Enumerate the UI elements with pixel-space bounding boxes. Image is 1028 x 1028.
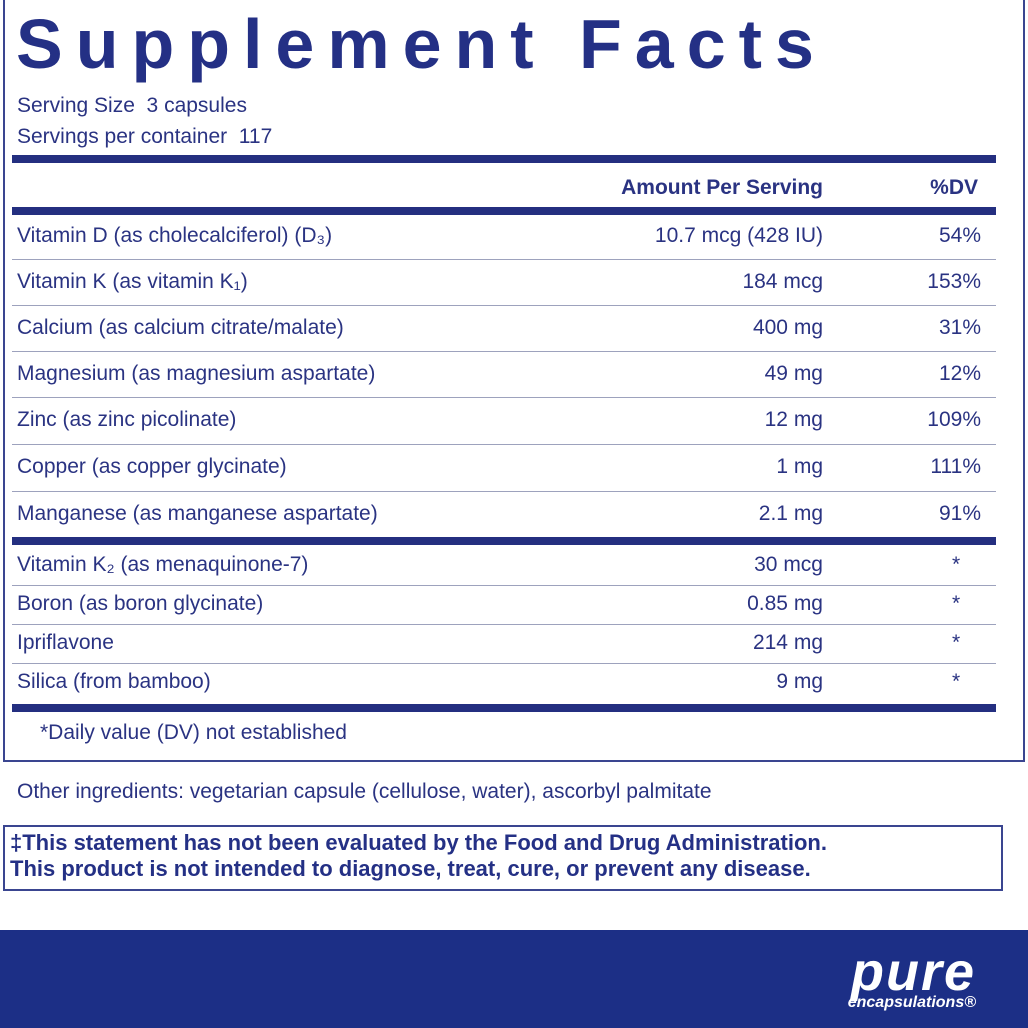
amount: 0.85 mg bbox=[747, 592, 823, 615]
daily-value: 12% bbox=[938, 362, 981, 385]
daily-value: * bbox=[952, 592, 961, 615]
amount: 12 mg bbox=[764, 408, 823, 431]
daily-value: 111% bbox=[930, 455, 981, 478]
nutrient-name: Calcium (as calcium citrate/malate) bbox=[17, 316, 344, 339]
divider bbox=[12, 704, 996, 712]
logo-brand: pure bbox=[850, 942, 976, 1002]
daily-value: 31% bbox=[938, 316, 981, 339]
amount: 400 mg bbox=[752, 316, 823, 339]
amount: 2.1 mg bbox=[758, 502, 823, 525]
row-separator bbox=[12, 491, 996, 492]
amount: 49 mg bbox=[764, 362, 823, 385]
daily-value: 54% bbox=[938, 224, 981, 247]
daily-value: 109% bbox=[927, 408, 981, 431]
nutrient-name: Copper (as copper glycinate) bbox=[17, 455, 287, 478]
row-separator bbox=[12, 305, 996, 306]
nutrient-name: Magnesium (as magnesium aspartate) bbox=[17, 362, 376, 385]
daily-value: 91% bbox=[938, 502, 981, 525]
other-ingredients: Other ingredients: vegetarian capsule (c… bbox=[17, 780, 712, 803]
row-separator bbox=[12, 624, 996, 625]
logo-sub: encapsulations® bbox=[847, 994, 976, 1011]
nutrient-name: Silica (from bamboo) bbox=[17, 670, 211, 693]
serving-size: Serving Size 3 capsules bbox=[17, 94, 247, 117]
daily-value: 153% bbox=[927, 270, 981, 293]
amount-header: Amount Per Serving bbox=[621, 176, 823, 199]
footer-band bbox=[0, 930, 1028, 1028]
daily-value: * bbox=[952, 553, 961, 576]
divider bbox=[12, 155, 996, 163]
nutrient-name: Zinc (as zinc picolinate) bbox=[17, 408, 237, 431]
row-separator bbox=[12, 663, 996, 664]
nutrient-name: Vitamin K₂ (as menaquinone-7) bbox=[17, 553, 309, 576]
statement-line: ‡This statement has not been evaluated b… bbox=[10, 830, 827, 855]
dv-header: %DV bbox=[930, 176, 978, 199]
amount: 184 mcg bbox=[742, 270, 823, 293]
row-separator bbox=[12, 397, 996, 398]
statement-box bbox=[3, 825, 1003, 891]
daily-value: * bbox=[952, 670, 961, 693]
statement-line: This product is not intended to diagnose… bbox=[10, 856, 811, 881]
row-separator bbox=[12, 444, 996, 445]
divider bbox=[12, 537, 996, 545]
amount: 9 mg bbox=[776, 670, 823, 693]
nutrient-name: Manganese (as manganese aspartate) bbox=[17, 502, 378, 525]
nutrient-name: Vitamin D (as cholecalciferol) (D₃) bbox=[17, 224, 333, 247]
divider bbox=[12, 207, 996, 215]
row-separator bbox=[12, 259, 996, 260]
nutrient-name: Ipriflavone bbox=[17, 631, 114, 654]
amount: 30 mcg bbox=[754, 553, 823, 576]
row-separator bbox=[12, 585, 996, 586]
label-box bbox=[3, 0, 1025, 762]
amount: 1 mg bbox=[776, 455, 823, 478]
title: Supplement Facts bbox=[16, 5, 827, 83]
row-separator bbox=[12, 351, 996, 352]
daily-value: * bbox=[952, 631, 961, 654]
nutrient-name: Boron (as boron glycinate) bbox=[17, 592, 264, 615]
amount: 10.7 mcg (428 IU) bbox=[654, 224, 823, 247]
footnote: *Daily value (DV) not established bbox=[40, 721, 347, 744]
amount: 214 mg bbox=[752, 631, 823, 654]
nutrient-name: Vitamin K (as vitamin K₁) bbox=[17, 270, 248, 293]
servings-per-container: Servings per container 117 bbox=[17, 125, 273, 148]
